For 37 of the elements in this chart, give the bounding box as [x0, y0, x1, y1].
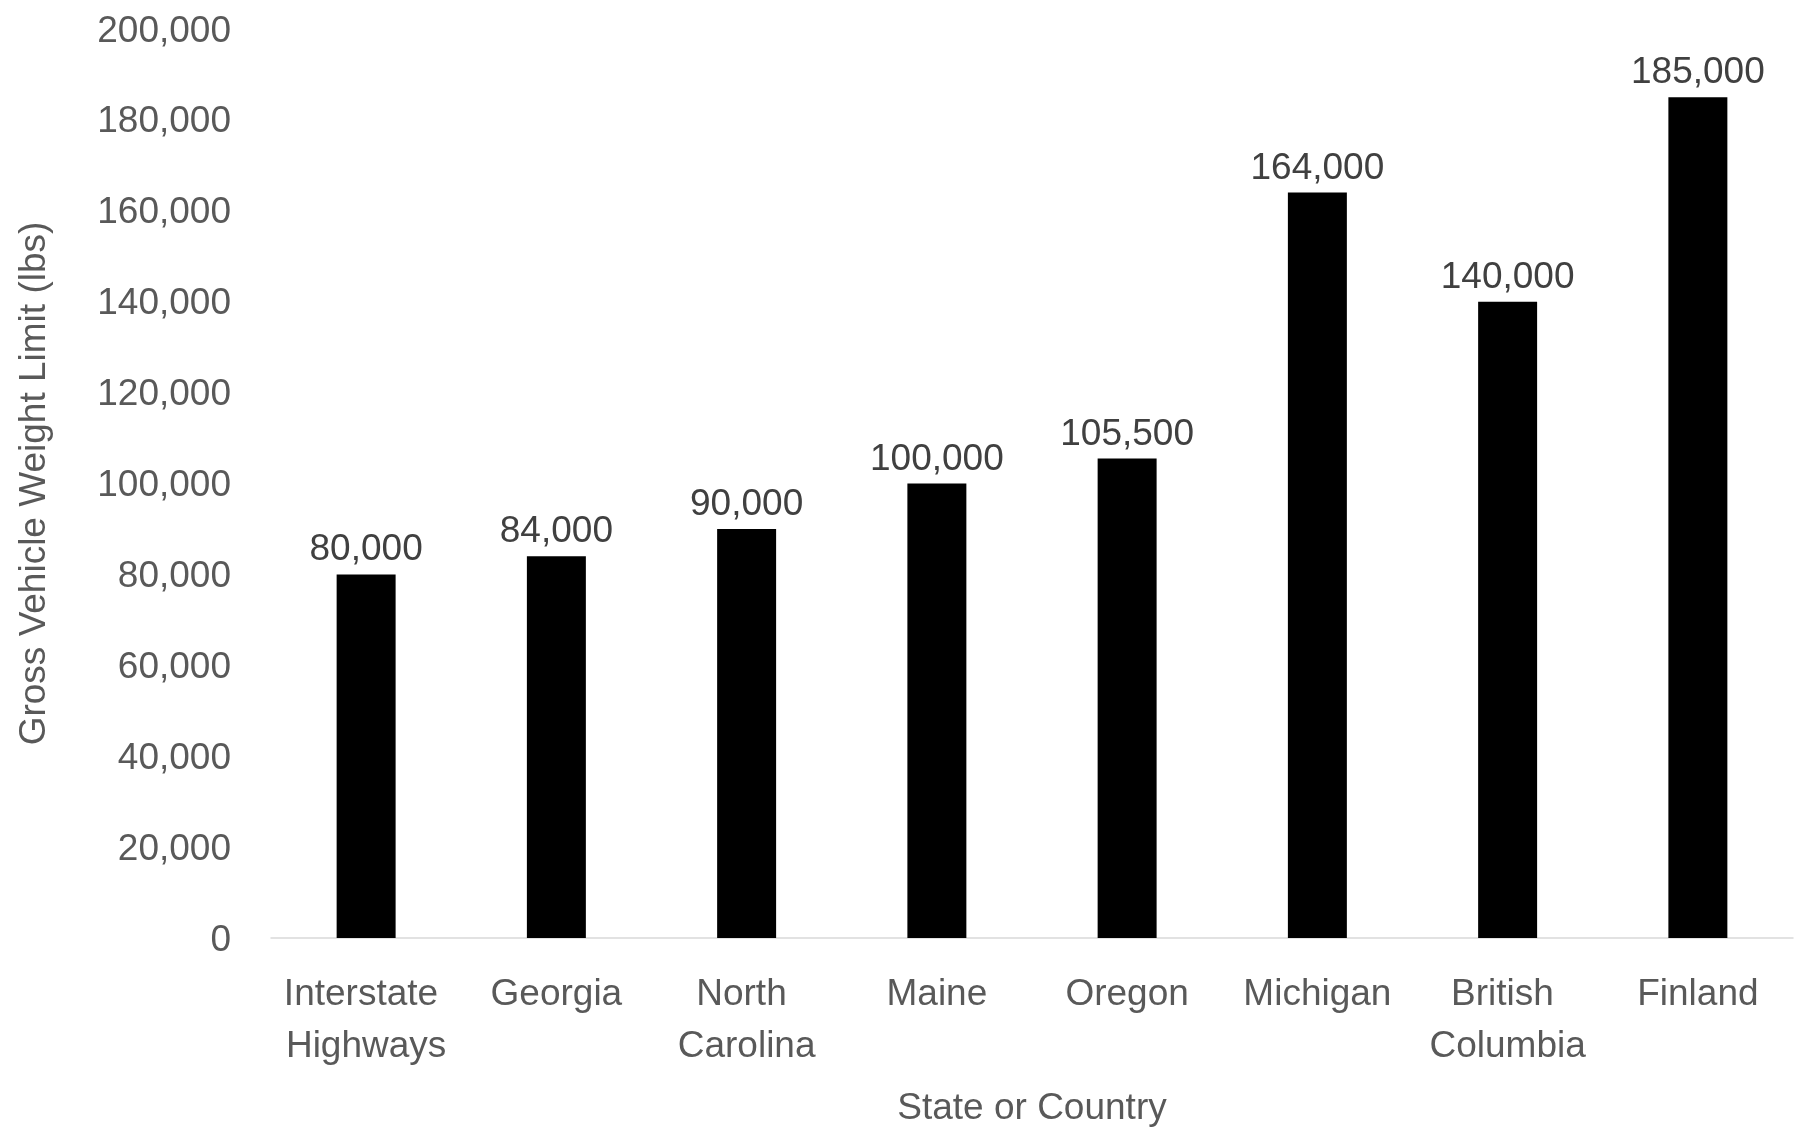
- bar: [1478, 301, 1538, 938]
- x-tick-label: Georgia: [490, 971, 623, 1013]
- y-tick-label: 160,000: [97, 190, 231, 232]
- bar: [336, 574, 396, 938]
- y-tick-label: 120,000: [97, 372, 231, 414]
- data-label: 140,000: [1440, 254, 1575, 296]
- y-tick-label: 200,000: [97, 8, 231, 50]
- y-tick-label: 40,000: [117, 735, 231, 777]
- y-tick-label: 140,000: [97, 281, 231, 323]
- bar: [1097, 458, 1157, 938]
- bar: [1668, 97, 1728, 938]
- bar: [526, 556, 586, 938]
- data-label: 84,000: [499, 509, 613, 551]
- x-tick-label: Finland: [1637, 971, 1759, 1013]
- y-tick-label: 80,000: [117, 553, 231, 595]
- y-tick-label: 20,000: [117, 826, 231, 868]
- data-label: 100,000: [870, 436, 1004, 478]
- y-axis-title: Gross Vehicle Weight Limit (lbs): [12, 221, 53, 746]
- y-tick-label: 100,000: [97, 463, 231, 504]
- x-tick-label: Interstate Highways: [283, 971, 449, 1065]
- bar: [907, 483, 967, 938]
- x-axis-title: State or Country: [897, 1086, 1168, 1127]
- x-tick-label: Oregon: [1065, 971, 1189, 1013]
- bar: [717, 528, 777, 938]
- y-tick-label: 180,000: [97, 99, 231, 141]
- data-label: 164,000: [1250, 145, 1385, 187]
- x-tick-label: Michigan: [1243, 971, 1392, 1013]
- x-tick-label: North Carolina: [677, 971, 816, 1065]
- x-tick-label: British Columbia: [1429, 971, 1587, 1065]
- data-label: 90,000: [690, 481, 804, 523]
- bar: [1287, 192, 1347, 938]
- y-tick-label: 60,000: [117, 644, 231, 686]
- data-label: 105,500: [1060, 411, 1194, 453]
- x-tick-label: Maine: [886, 971, 988, 1013]
- y-tick-label: 0: [210, 917, 231, 959]
- data-label: 185,000: [1631, 50, 1765, 92]
- data-label: 80,000: [309, 527, 423, 569]
